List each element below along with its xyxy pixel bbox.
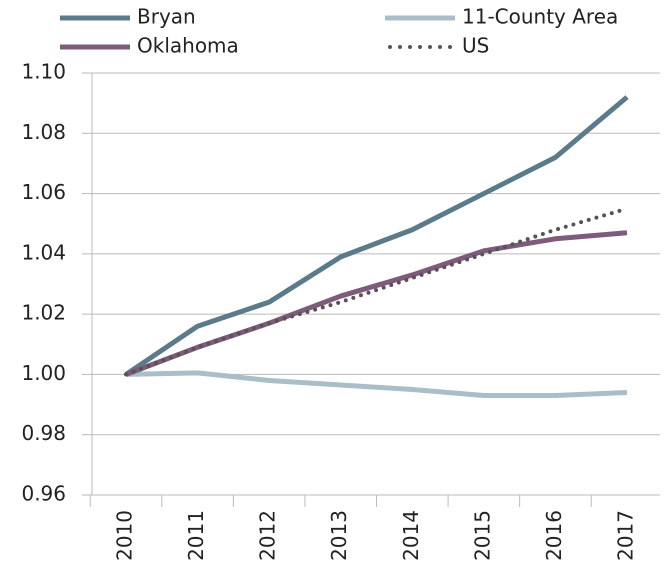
x-tick-label: 2015 bbox=[470, 510, 494, 561]
x-tick-label: 2010 bbox=[113, 510, 137, 561]
x-tick-label: 2014 bbox=[399, 510, 423, 561]
x-tick-label: 2017 bbox=[614, 510, 638, 561]
x-tick-label: 2016 bbox=[542, 510, 566, 561]
legend-label: 11-County Area bbox=[462, 5, 618, 29]
y-tick-label: 1.06 bbox=[21, 180, 66, 204]
x-tick-label: 2013 bbox=[327, 510, 351, 561]
y-tick-label: 1.10 bbox=[21, 60, 66, 84]
series-line bbox=[124, 206, 629, 377]
legend-label: Oklahoma bbox=[137, 34, 239, 58]
y-tick-label: 1.02 bbox=[21, 301, 66, 325]
series-line bbox=[125, 370, 628, 399]
series-line bbox=[124, 95, 629, 377]
y-tick-label: 1.04 bbox=[21, 240, 66, 264]
legend-label: US bbox=[462, 34, 489, 58]
y-tick-label: 0.96 bbox=[21, 482, 66, 506]
x-tick-label: 2011 bbox=[184, 510, 208, 561]
y-tick-label: 1.08 bbox=[21, 120, 66, 144]
y-tick-label: 0.98 bbox=[21, 421, 66, 445]
y-tick-label: 1.00 bbox=[21, 361, 66, 385]
x-tick-label: 2012 bbox=[256, 510, 280, 561]
legend-label: Bryan bbox=[137, 5, 196, 29]
